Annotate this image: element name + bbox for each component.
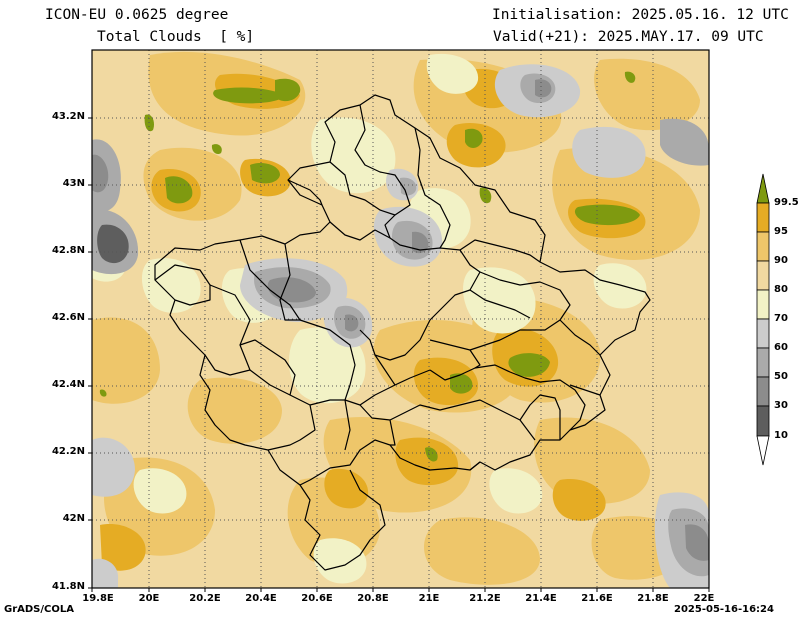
colorbar-swatch-50-60 [756, 347, 770, 378]
lat-label-42.0: 42N [62, 513, 85, 524]
axis-ticks [88, 117, 710, 592]
lon-label-21.2: 21.2E [469, 593, 501, 604]
lon-label-21.8: 21.8E [637, 593, 669, 604]
generation-timestamp: 2025-05-16-16:24 [674, 604, 774, 615]
colorbar-label-90: 90 [774, 255, 788, 266]
field-99-plus-areas [99, 71, 640, 462]
grid-lines [92, 50, 709, 588]
colorbar [756, 173, 770, 466]
valid-time: Valid(+21): 2025.MAY.17. 09 UTC [493, 29, 764, 45]
lat-label-43.0: 43N [62, 178, 85, 189]
lon-label-21.6: 21.6E [581, 593, 613, 604]
colorbar-label-50: 50 [774, 371, 788, 382]
colorbar-top-arrow [756, 173, 770, 204]
colorbar-swatch-30-50 [756, 376, 770, 407]
lon-label-20.2: 20.2E [189, 593, 221, 604]
lat-label-42.6: 42.6N [51, 312, 85, 323]
lon-label-20.4: 20.4E [245, 593, 277, 604]
lat-label-43.2: 43.2N [51, 111, 85, 122]
model-title: ICON-EU 0.0625 degree [45, 7, 229, 23]
colorbar-swatch-60-70 [756, 318, 770, 349]
lat-label-42.4: 42.4N [51, 379, 85, 390]
colorbar-label-99.5: 99.5 [774, 197, 799, 208]
lat-label-41.8: 41.8N [51, 581, 85, 592]
admin-boundaries [154, 94, 651, 571]
lon-label-19.8: 19.8E [82, 593, 114, 604]
colorbar-swatch-90-95 [756, 231, 770, 262]
lat-label-42.2: 42.2N [51, 446, 85, 457]
colorbar-swatch-10-30 [756, 405, 770, 437]
lon-label-20.8: 20.8E [357, 593, 389, 604]
lon-label-21.4: 21.4E [525, 593, 557, 604]
lon-label-22.0: 22E [693, 593, 715, 604]
colorbar-label-30: 30 [774, 400, 788, 411]
colorbar-label-60: 60 [774, 342, 788, 353]
cloud-field [92, 50, 709, 588]
field-title: Total Clouds [ %] [97, 29, 255, 45]
colorbar-swatch-70-80 [756, 289, 770, 320]
lon-label-20.6: 20.6E [301, 593, 333, 604]
lon-label-20.0: 20E [138, 593, 160, 604]
colorbar-swatch-95-99 [756, 202, 770, 233]
colorbar-label-10: 10 [774, 430, 788, 441]
colorbar-swatch-80-90 [756, 260, 770, 291]
software-credit: GrADS/COLA [4, 604, 74, 615]
colorbar-bottom-arrow [756, 435, 770, 466]
field-below-70-areas [92, 64, 709, 588]
init-time: Initialisation: 2025.05.16. 12 UTC [492, 7, 789, 23]
colorbar-label-70: 70 [774, 313, 788, 324]
colorbar-label-95: 95 [774, 226, 788, 237]
colorbar-label-80: 80 [774, 284, 788, 295]
lon-label-21.0: 21E [418, 593, 440, 604]
lat-label-42.8: 42.8N [51, 245, 85, 256]
